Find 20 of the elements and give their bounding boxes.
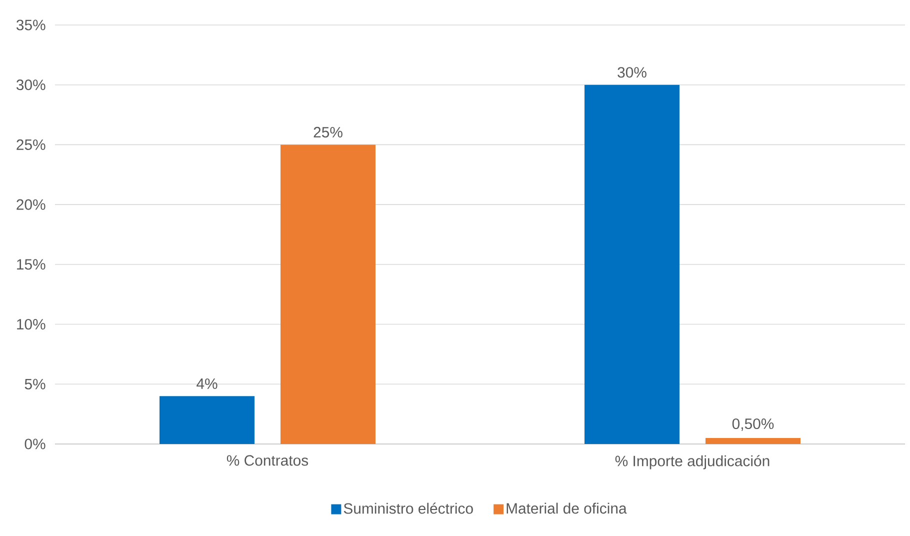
bar xyxy=(160,396,255,444)
y-tick-label: 10% xyxy=(17,318,46,330)
data-label: 30% xyxy=(618,67,646,78)
data-label: 4% xyxy=(196,378,218,389)
legend-label: Material de oficina xyxy=(506,502,627,514)
bar xyxy=(706,438,801,444)
data-label: 25% xyxy=(314,126,342,138)
y-tick-label: 30% xyxy=(16,80,46,90)
x-tick-label: % Contratos xyxy=(226,455,308,466)
y-tick-label: 5% xyxy=(24,378,46,390)
y-tick-label: 25% xyxy=(16,139,46,150)
y-tick-label: 0% xyxy=(24,438,46,450)
y-tick-label: 20% xyxy=(16,199,46,210)
bar xyxy=(280,144,376,444)
legend-label: Suministro eléctrico xyxy=(344,502,473,514)
y-tick-label: 35% xyxy=(16,20,46,30)
bar xyxy=(584,84,680,444)
data-label: 0,50% xyxy=(732,418,774,431)
y-tick-label: 15% xyxy=(17,259,46,270)
x-tick-label: % Importe adjudicación xyxy=(615,455,770,470)
